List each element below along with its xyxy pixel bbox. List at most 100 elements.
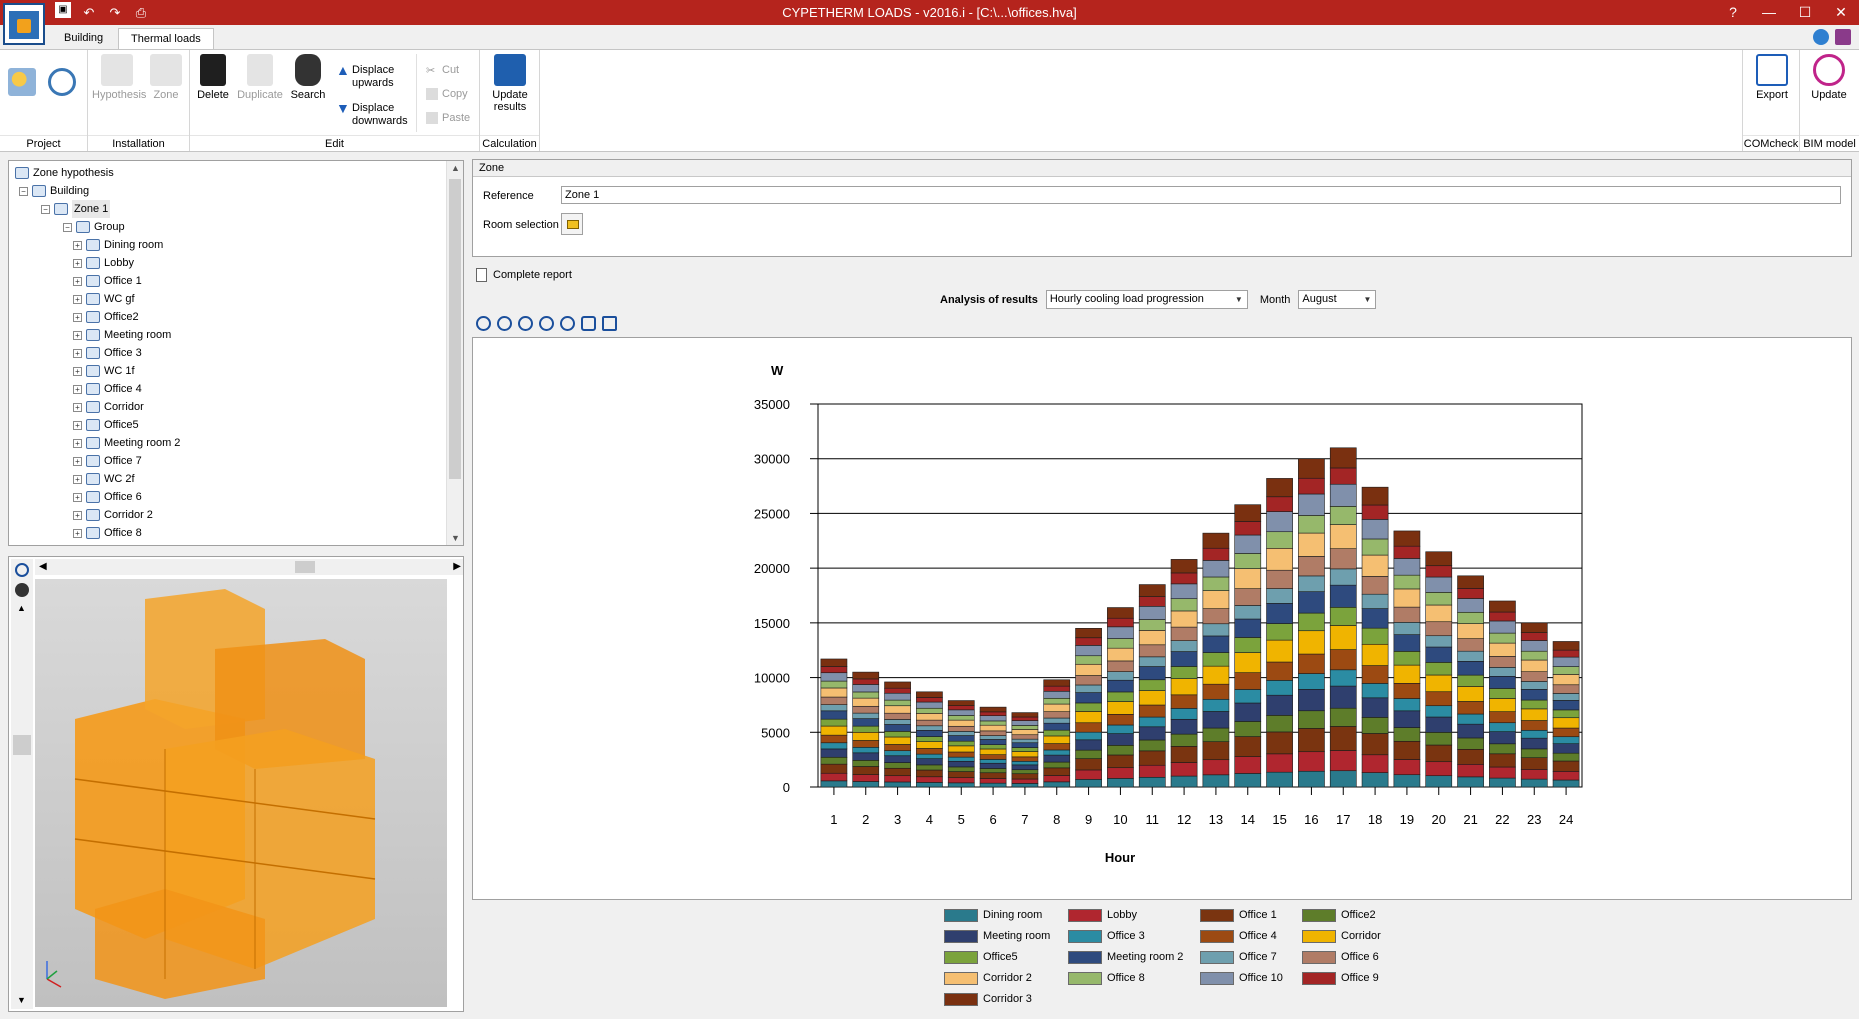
tree-room-item[interactable]: + WC gf bbox=[73, 290, 135, 308]
expand-icon[interactable]: + bbox=[73, 456, 82, 466]
tree-group[interactable]: − Group bbox=[63, 218, 125, 236]
zoom-fit-icon[interactable] bbox=[497, 316, 512, 331]
bar-segment bbox=[852, 705, 880, 714]
tree-scrollbar[interactable]: ▲ ▼ bbox=[446, 161, 463, 545]
expand-icon[interactable]: + bbox=[73, 366, 82, 376]
collapse-icon[interactable]: − bbox=[41, 204, 50, 214]
expand-icon[interactable]: + bbox=[73, 330, 82, 340]
zoom-previous-icon[interactable] bbox=[560, 316, 575, 331]
bar-segment bbox=[1393, 774, 1421, 788]
expand-icon[interactable]: + bbox=[73, 276, 82, 286]
copy-image-icon[interactable] bbox=[602, 316, 617, 331]
collapse-icon[interactable]: − bbox=[63, 222, 72, 232]
book-icon[interactable] bbox=[1835, 29, 1851, 45]
scroll-down-icon[interactable]: ▼ bbox=[451, 533, 460, 543]
tree-room-item[interactable]: + Corridor 2 bbox=[73, 506, 153, 524]
tree-room-item[interactable]: + Office 4 bbox=[73, 380, 142, 398]
reference-input[interactable] bbox=[561, 186, 1841, 204]
tree-room-item[interactable]: + Office 3 bbox=[73, 344, 142, 362]
zoom-out-icon[interactable] bbox=[518, 316, 533, 331]
duplicate-button[interactable]: Duplicate bbox=[234, 54, 286, 101]
month-select[interactable]: August ▼ bbox=[1298, 290, 1377, 309]
search-button[interactable]: Search bbox=[288, 54, 328, 101]
tab-building[interactable]: Building bbox=[64, 32, 104, 44]
copy-button[interactable]: Copy bbox=[426, 88, 468, 100]
scroll-right-icon[interactable]: ▶ bbox=[453, 561, 461, 572]
tree-root[interactable]: Zone hypothesis bbox=[15, 164, 114, 182]
close-button[interactable]: ✕ bbox=[1835, 4, 1847, 20]
export-button[interactable]: Export bbox=[1751, 54, 1793, 101]
tree-room-item[interactable]: + WC 1f bbox=[73, 362, 135, 380]
app-logo-icon[interactable] bbox=[3, 3, 45, 45]
expand-icon[interactable]: + bbox=[73, 240, 82, 250]
update-results-button[interactable]: Update results bbox=[484, 54, 536, 113]
room-selection-button[interactable] bbox=[561, 213, 583, 235]
expand-icon[interactable]: + bbox=[73, 420, 82, 430]
scroll-up-icon[interactable]: ▲ bbox=[451, 163, 460, 173]
tree-room-item[interactable]: + Office 6 bbox=[73, 488, 142, 506]
tree-room-item[interactable]: + Office 7 bbox=[73, 452, 142, 470]
update-button[interactable]: Update bbox=[1808, 54, 1850, 101]
tree-room-item[interactable]: + Lobby bbox=[73, 254, 134, 272]
redo-icon[interactable]: ↷ bbox=[109, 4, 121, 20]
tree-room-item[interactable]: + Office5 bbox=[73, 416, 139, 434]
zoom-in-icon[interactable] bbox=[476, 316, 491, 331]
tree-zone[interactable]: − Zone 1 bbox=[41, 200, 111, 218]
expand-icon[interactable]: + bbox=[73, 528, 82, 538]
cut-button[interactable]: ✂ Cut bbox=[426, 64, 460, 77]
expand-icon[interactable]: + bbox=[73, 438, 82, 448]
expand-icon[interactable]: + bbox=[73, 510, 82, 520]
tree-room-item[interactable]: + WC 2f bbox=[73, 470, 135, 488]
tree-room-item[interactable]: + Office2 bbox=[73, 308, 139, 326]
view-hscrollbar[interactable]: ◀ ▶ bbox=[35, 559, 463, 575]
collapse-icon[interactable]: − bbox=[19, 186, 28, 196]
expand-icon[interactable]: + bbox=[73, 258, 82, 268]
weather-icon[interactable] bbox=[8, 68, 36, 99]
tab-thermal-loads[interactable]: Thermal loads bbox=[118, 28, 214, 49]
delete-button[interactable]: Delete bbox=[194, 54, 232, 101]
displace-down-button[interactable]: ▼ Displace downwards bbox=[336, 100, 408, 127]
undo-icon[interactable]: ↶ bbox=[83, 4, 95, 20]
pan-hand-icon[interactable] bbox=[581, 316, 596, 331]
analysis-select[interactable]: Hourly cooling load progression ▼ bbox=[1045, 290, 1248, 309]
paste-button[interactable]: Paste bbox=[426, 112, 470, 124]
scroll-up-icon[interactable]: ▲ bbox=[17, 603, 26, 613]
tree-room-item[interactable]: + Meeting room bbox=[73, 326, 171, 344]
model-canvas[interactable] bbox=[35, 579, 447, 1007]
tree-room-item[interactable]: + Office 1 bbox=[73, 272, 142, 290]
rotate-icon[interactable] bbox=[15, 563, 29, 577]
complete-report-link[interactable]: Complete report bbox=[476, 268, 572, 282]
scroll-left-icon[interactable]: ◀ bbox=[39, 561, 47, 572]
gear-icon[interactable] bbox=[48, 68, 76, 99]
expand-icon[interactable]: + bbox=[73, 402, 82, 412]
tree-building[interactable]: − Building bbox=[19, 182, 89, 200]
expand-icon[interactable]: + bbox=[73, 312, 82, 322]
bar-segment bbox=[1393, 727, 1421, 742]
expand-icon[interactable]: + bbox=[73, 474, 82, 484]
tree-room-item[interactable]: + Office 8 bbox=[73, 524, 142, 542]
expand-icon[interactable]: + bbox=[73, 294, 82, 304]
save-icon[interactable]: ▣ bbox=[52, 1, 74, 24]
expand-icon[interactable]: + bbox=[73, 348, 82, 358]
zone-button[interactable]: Zone bbox=[148, 54, 184, 101]
view-settings-icon[interactable] bbox=[15, 583, 29, 597]
tree-room-item[interactable]: + Dining room bbox=[73, 236, 163, 254]
tree-room-item[interactable]: + Meeting room 2 bbox=[73, 434, 180, 452]
hypothesis-button[interactable]: Hypothesis bbox=[92, 54, 146, 101]
scroll-down-icon[interactable]: ▼ bbox=[17, 995, 26, 1005]
bar-segment bbox=[1170, 598, 1198, 612]
scroll-thumb[interactable] bbox=[449, 179, 461, 479]
tree-room-item[interactable]: + Corridor bbox=[73, 398, 144, 416]
globe-icon[interactable] bbox=[1813, 29, 1829, 45]
scroll-thumb[interactable] bbox=[295, 561, 315, 573]
bar-segment bbox=[1234, 672, 1262, 690]
minimize-button[interactable]: — bbox=[1762, 4, 1776, 20]
displace-up-button[interactable]: ▲ Displace upwards bbox=[336, 62, 395, 89]
scroll-thumb[interactable] bbox=[13, 735, 31, 755]
maximize-button[interactable]: ☐ bbox=[1798, 4, 1812, 20]
print-icon[interactable]: ⎙ bbox=[135, 4, 147, 20]
expand-icon[interactable]: + bbox=[73, 492, 82, 502]
expand-icon[interactable]: + bbox=[73, 384, 82, 394]
zoom-window-icon[interactable] bbox=[539, 316, 554, 331]
help-button[interactable]: ? bbox=[1729, 4, 1737, 20]
